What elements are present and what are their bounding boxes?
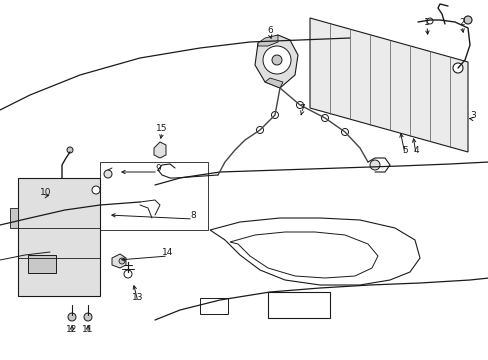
Polygon shape (18, 178, 100, 296)
Polygon shape (254, 35, 297, 88)
Circle shape (84, 313, 92, 321)
Circle shape (296, 102, 303, 108)
Text: 10: 10 (40, 188, 52, 197)
Circle shape (321, 114, 328, 122)
Circle shape (256, 126, 263, 134)
Text: 6: 6 (266, 26, 272, 35)
Circle shape (119, 258, 125, 264)
Text: 12: 12 (66, 325, 78, 334)
Circle shape (341, 129, 348, 135)
Polygon shape (309, 18, 467, 152)
Text: 1: 1 (423, 18, 429, 27)
Text: 5: 5 (401, 145, 407, 154)
Text: 13: 13 (132, 293, 143, 302)
Polygon shape (264, 78, 283, 88)
Circle shape (104, 170, 112, 178)
Polygon shape (10, 208, 18, 228)
Text: 2: 2 (458, 18, 464, 27)
Circle shape (271, 55, 282, 65)
Circle shape (124, 270, 132, 278)
Circle shape (463, 16, 471, 24)
Circle shape (452, 63, 462, 73)
Text: 8: 8 (190, 211, 196, 220)
Circle shape (426, 18, 432, 24)
Text: 3: 3 (469, 111, 475, 120)
Bar (100, 162, 207, 230)
Circle shape (263, 46, 290, 74)
Circle shape (68, 313, 76, 321)
Text: 15: 15 (156, 123, 167, 132)
Circle shape (92, 186, 100, 194)
Polygon shape (258, 35, 278, 46)
Text: 11: 11 (82, 325, 94, 334)
Polygon shape (154, 142, 165, 158)
Circle shape (67, 147, 73, 153)
Text: 9: 9 (155, 163, 161, 172)
Circle shape (369, 160, 379, 170)
Polygon shape (112, 254, 126, 268)
Circle shape (271, 112, 278, 118)
Polygon shape (28, 255, 56, 273)
Text: 7: 7 (299, 104, 304, 113)
Text: 14: 14 (162, 248, 173, 257)
Text: 4: 4 (412, 145, 418, 154)
